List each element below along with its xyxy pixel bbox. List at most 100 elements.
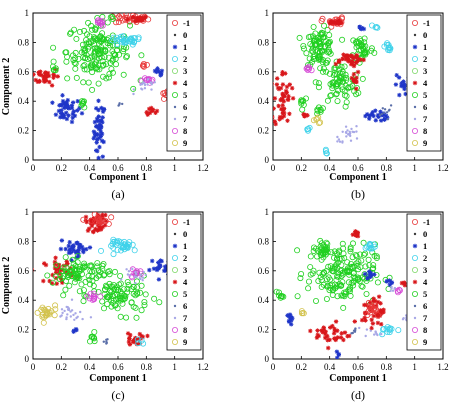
data-point: [138, 307, 145, 314]
legend-item: 1: [412, 42, 427, 52]
data-point: [367, 245, 374, 252]
data-point: [349, 59, 355, 65]
data-point: [346, 288, 353, 295]
data-point: [361, 26, 367, 32]
data-point: [75, 240, 80, 246]
legend-label: 4: [183, 277, 188, 287]
data-point: [278, 85, 284, 91]
data-point: [287, 312, 293, 317]
data-point: [360, 251, 367, 258]
data-point: [112, 268, 119, 275]
data-point: [327, 282, 334, 289]
data-point: [315, 80, 322, 87]
data-point: [355, 266, 362, 273]
legend-label: 8: [183, 126, 187, 136]
data-point: [380, 332, 383, 336]
data-point: [104, 301, 111, 308]
data-point: [325, 39, 332, 46]
data-point: [355, 258, 362, 265]
data-point: [336, 352, 341, 357]
data-point: [308, 47, 315, 54]
legend-item: 4: [172, 277, 188, 287]
data-point: [134, 290, 141, 297]
data-point: [339, 70, 346, 77]
data-point: [143, 87, 147, 90]
data-point: [98, 132, 104, 137]
data-point: [411, 68, 418, 75]
data-point: [91, 216, 96, 221]
legend-label: 5: [183, 289, 187, 299]
data-point: [370, 321, 376, 326]
data-point: [355, 137, 359, 140]
legend-item: 6: [173, 301, 187, 311]
data-layer: [273, 229, 417, 359]
legend-label: 6: [423, 102, 427, 112]
data-point: [99, 17, 106, 24]
data-point: [110, 236, 117, 243]
data-point: [349, 75, 355, 81]
legend-item: 7: [173, 114, 188, 124]
data-point: [146, 83, 149, 86]
data-point: [374, 312, 381, 319]
data-point: [275, 292, 282, 299]
data-point: [358, 257, 365, 264]
data-point: [384, 113, 389, 118]
data-point: [317, 119, 324, 126]
data-point: [354, 79, 359, 85]
data-point: [324, 97, 331, 104]
data-point: [327, 21, 333, 26]
data-point: [137, 341, 143, 346]
data-point: [80, 298, 87, 305]
data-point: [109, 69, 116, 76]
data-point: [145, 76, 152, 83]
data-point: [84, 247, 89, 252]
legend-item: 9: [171, 337, 187, 347]
data-point: [362, 263, 369, 270]
x-axis-label: Component 1: [329, 373, 387, 384]
x-tick-label: 0.2: [56, 163, 67, 173]
legend-label: 3: [183, 265, 187, 275]
data-point: [99, 265, 106, 272]
x-tick-label: 0: [31, 163, 36, 173]
x-axis-label: Component 1: [329, 172, 387, 183]
data-point: [134, 272, 138, 276]
data-point: [345, 84, 352, 91]
data-point: [327, 92, 334, 99]
data-point: [134, 270, 137, 274]
data-point: [307, 253, 314, 260]
y-tick-label: 0.6: [258, 266, 270, 276]
data-point: [56, 108, 62, 114]
data-point: [378, 114, 382, 117]
data-point: [159, 259, 164, 264]
data-point: [94, 124, 99, 129]
data-point: [386, 118, 389, 121]
data-point: [374, 279, 381, 286]
data-point: [60, 93, 65, 98]
data-point: [355, 59, 360, 64]
data-point: [310, 117, 317, 124]
data-point: [389, 104, 393, 107]
data-point: [375, 299, 381, 305]
legend-item: 3: [171, 265, 187, 275]
data-point: [80, 79, 87, 86]
data-point: [88, 64, 95, 71]
data-point: [108, 66, 115, 73]
data-point: [323, 245, 330, 252]
data-point: [74, 259, 81, 266]
data-point: [117, 15, 124, 22]
y-tick-label: 1: [25, 207, 30, 217]
data-point: [355, 234, 361, 239]
data-point: [114, 46, 121, 53]
data-point: [91, 136, 96, 141]
data-point: [109, 37, 116, 44]
data-point: [91, 212, 98, 218]
data-point: [343, 74, 350, 81]
data-point: [307, 264, 314, 271]
data-point: [60, 292, 67, 299]
data-point: [94, 140, 99, 145]
data-point: [84, 219, 89, 225]
data-point: [103, 61, 110, 68]
data-point: [86, 33, 93, 40]
data-point: [64, 116, 70, 122]
data-point: [290, 316, 295, 321]
